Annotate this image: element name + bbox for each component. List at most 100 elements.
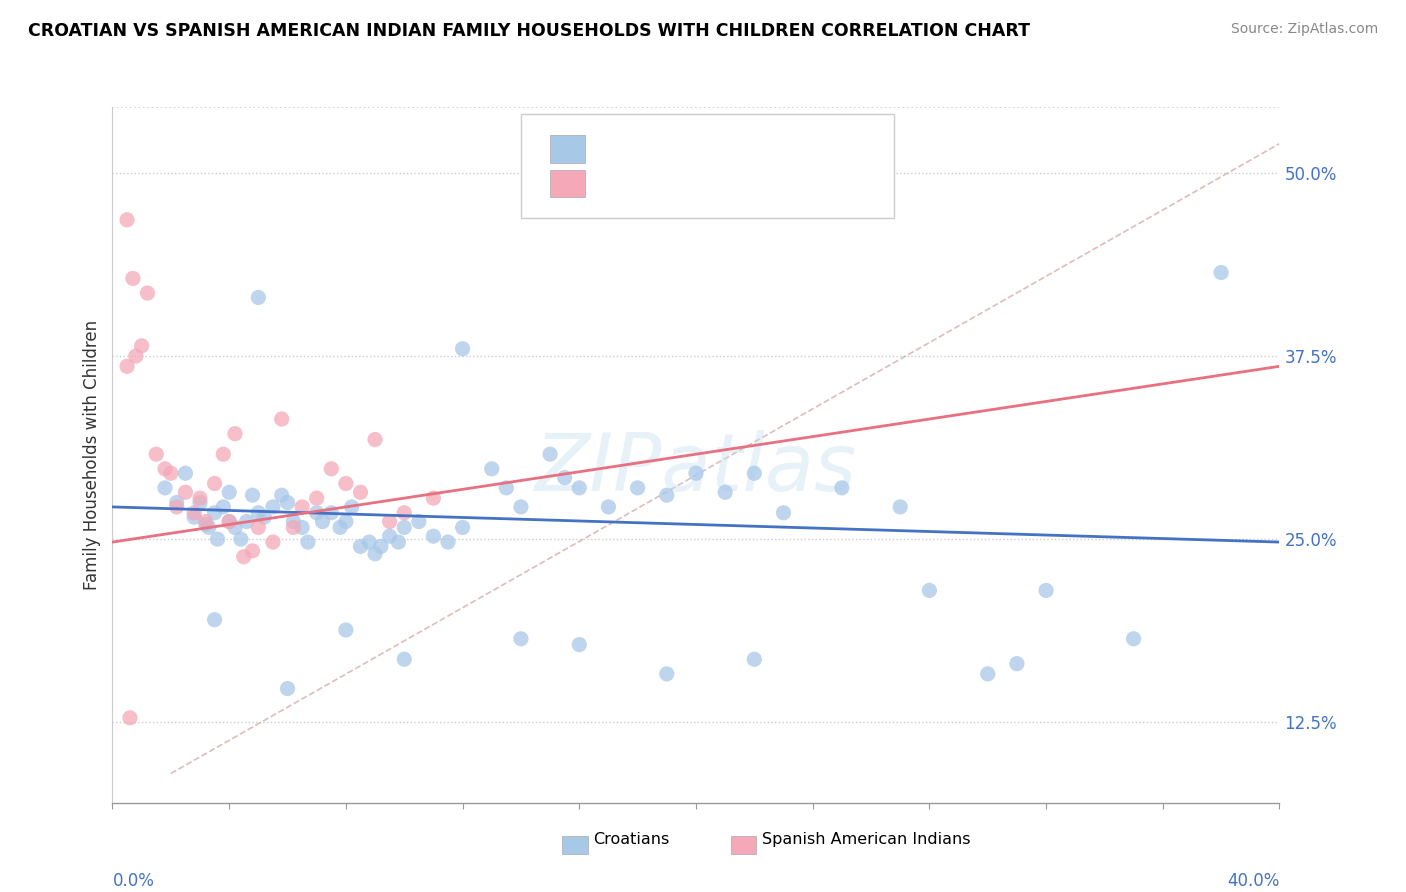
Point [283,515,305,529]
FancyBboxPatch shape [550,135,585,162]
Point [451,520,474,534]
Point [329,520,352,534]
Point [218,515,240,529]
Point [115,212,138,227]
Point [976,666,998,681]
Point [188,491,211,505]
Point [270,412,292,426]
Point [392,652,416,666]
Point [291,500,314,514]
Point [131,339,153,353]
Point [136,286,159,301]
Point [232,549,254,564]
Point [481,462,503,476]
Point [235,515,257,529]
Point [270,488,292,502]
Text: CROATIAN VS SPANISH AMERICAN INDIAN FAMILY HOUSEHOLDS WITH CHILDREN CORRELATION : CROATIAN VS SPANISH AMERICAN INDIAN FAMI… [28,22,1031,40]
Point [392,506,416,520]
Point [889,500,911,514]
Y-axis label: Family Households with Children: Family Households with Children [83,320,101,590]
Point [831,481,853,495]
Point [183,510,205,524]
Point [538,447,561,461]
Text: Source: ZipAtlas.com: Source: ZipAtlas.com [1230,22,1378,37]
Point [422,529,444,543]
FancyBboxPatch shape [550,169,585,197]
Point [166,500,188,514]
Point [335,623,357,637]
Text: Croatians: Croatians [593,832,669,847]
Point [305,491,328,505]
Point [204,506,226,520]
Point [188,495,211,509]
Point [568,481,591,495]
Point [378,529,401,543]
FancyBboxPatch shape [520,114,894,219]
Point [247,520,270,534]
Point [262,535,284,549]
Point [335,476,357,491]
Point [197,520,219,534]
Point [1122,632,1144,646]
Point [253,510,276,524]
Point [247,290,270,304]
Point [311,515,333,529]
Point [321,462,343,476]
Point [1005,657,1028,671]
Point [242,488,264,502]
Point [509,500,531,514]
Point [125,349,148,363]
Point [714,485,737,500]
Point [370,540,392,554]
Point [349,485,371,500]
Point [509,632,531,646]
Point [1209,266,1232,280]
Point [194,515,217,529]
Text: R =  0.223   N = 34: R = 0.223 N = 34 [603,173,793,191]
Point [183,506,205,520]
Point [160,467,183,481]
Point [297,535,319,549]
Point [276,495,298,509]
Point [359,535,381,549]
Point [122,271,145,285]
Point [212,447,235,461]
Point [568,638,591,652]
Point [378,515,401,529]
Point [437,535,460,549]
Point [598,500,620,514]
Point [174,485,197,500]
Point [422,491,444,505]
Point [305,506,328,520]
Point [685,467,707,481]
Point [451,342,474,356]
Point [204,476,226,491]
Point [224,520,246,534]
Point [283,520,305,534]
Point [242,544,264,558]
Point [224,426,246,441]
Point [262,500,284,514]
Point [387,535,409,549]
Point [335,515,357,529]
Point [742,467,765,481]
Point [118,711,141,725]
Point [772,506,794,520]
Point [174,467,197,481]
Point [166,495,188,509]
Point [392,520,416,534]
Point [153,481,176,495]
Point [349,540,371,554]
Point [742,652,765,666]
Text: R = -0.074   N = 72: R = -0.074 N = 72 [603,138,793,156]
Point [115,359,138,374]
Point [554,470,576,484]
Point [626,481,648,495]
Point [340,500,363,514]
Point [229,532,252,546]
Point [204,613,226,627]
Point [153,462,176,476]
Point [655,488,678,502]
Point [408,515,430,529]
Point [247,506,270,520]
